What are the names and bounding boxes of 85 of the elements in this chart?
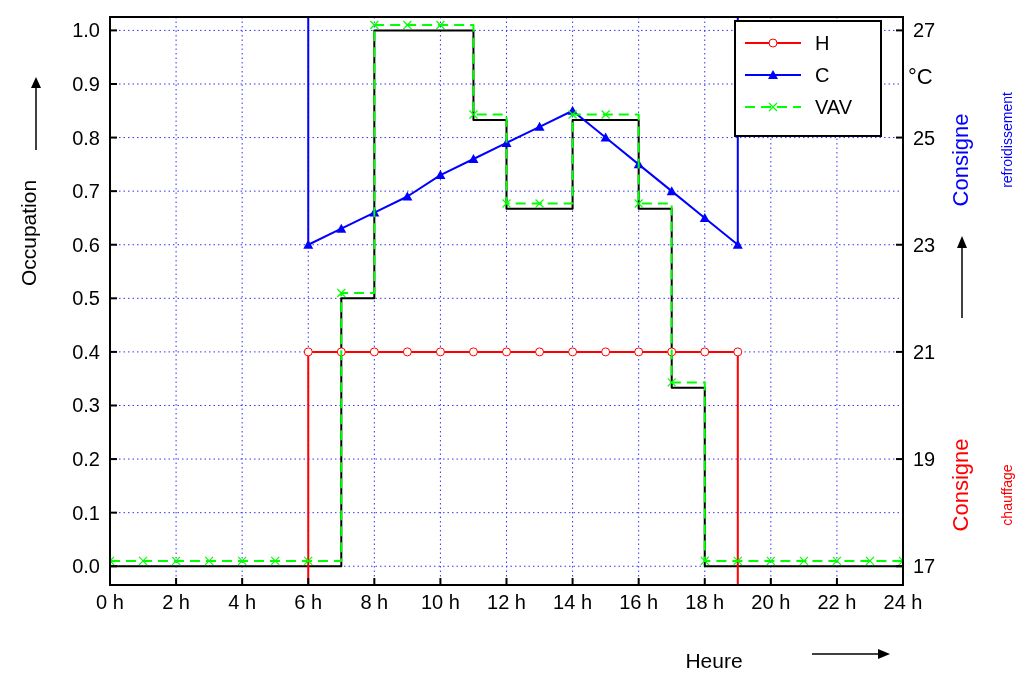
point [171,556,181,566]
text: Consigne [948,438,973,532]
point [699,212,710,222]
y-tick-label: 1.0 [72,19,100,42]
y2-tick-label: 23 [913,233,936,256]
point [468,109,479,120]
point [468,154,479,163]
y-tick-label: 0.7 [72,180,100,203]
point [402,20,412,30]
x-tick-label: 16 h [619,591,659,613]
point [832,556,842,566]
point [634,198,644,209]
point [601,109,611,120]
text: Consigne [948,113,973,207]
text: refroidissement [999,92,1015,188]
legend-label: VAV [815,96,853,118]
x-tick-label: 18 h [685,591,725,613]
point [534,121,545,131]
x-tick-label: 8 h [360,591,389,613]
y2-axis-title: °C [908,64,933,89]
point [237,556,247,566]
point [336,223,347,233]
text: chauffage [999,464,1015,526]
point [303,556,313,566]
y-tick-label: 0.1 [72,501,100,524]
point [204,556,214,566]
x-tick-label: 10 h [420,591,460,613]
y-tick-label: 0.3 [72,394,100,417]
y2-tick-label: 19 [913,448,936,471]
point [270,556,280,566]
y2-tick-label: 21 [913,340,936,363]
point [138,556,148,566]
x-tick-label: 14 h [553,591,593,613]
point [799,556,809,566]
point [435,347,445,357]
x-tick-label: 12 h [487,591,526,613]
point [402,191,413,201]
point [501,198,512,209]
point [732,239,743,249]
y-tick-label: 0.6 [72,233,100,256]
x-tick-label: 6 h [294,591,323,613]
point [567,109,578,120]
point [667,377,677,388]
x-tick-label: 2 h [162,591,190,613]
y-tick-label: 0.2 [72,448,100,471]
point [600,132,611,142]
legend-label: H [815,32,830,54]
point [435,170,446,180]
point [468,347,478,357]
point [502,347,511,357]
x-tick-label: 24 h [883,591,923,613]
point [601,347,611,357]
point [733,347,743,357]
point [303,347,313,357]
y2-tick-label: 17 [913,555,936,578]
x-tick-label: 20 h [751,591,791,613]
y-tick-label: 0.5 [72,287,100,310]
y2-tick-label: 27 [913,19,936,42]
x-tick-label: 4 h [228,591,257,613]
x-tick-label: 22 h [817,591,857,613]
point [303,239,314,249]
y-axis-title: Occupation [17,179,40,287]
point [369,20,379,30]
point [534,198,545,209]
point [733,556,743,566]
point [700,347,710,357]
x-axis-title: Heure [685,649,743,672]
point [634,347,644,357]
point [336,288,346,298]
point [535,347,545,357]
point [766,556,776,566]
y-tick-label: 0.9 [72,72,100,95]
point [369,347,379,357]
y-tick-label: 0.8 [72,126,100,149]
legend-label: C [815,64,830,86]
y2-tick-label: 25 [913,126,936,149]
y-tick-label: 0.4 [72,340,100,363]
point [568,347,578,357]
point [865,556,875,566]
point [435,20,446,30]
point [402,347,412,357]
point [666,186,677,196]
point [700,556,710,566]
y-tick-label: 0.0 [72,555,100,578]
x-tick-label: 0 h [96,591,124,613]
